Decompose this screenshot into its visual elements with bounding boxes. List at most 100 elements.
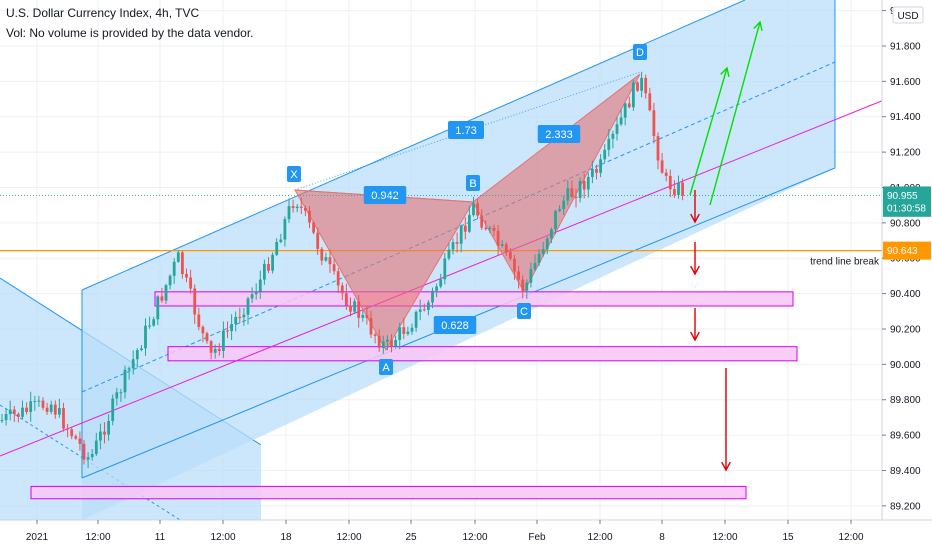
candle-body xyxy=(340,285,344,294)
y-tick-label: 89.400 xyxy=(890,466,921,477)
candle-body xyxy=(217,348,221,352)
support-zone xyxy=(154,291,794,307)
candle-body xyxy=(562,200,566,210)
pattern-point-c-badge xyxy=(517,303,531,319)
candle-body xyxy=(611,133,615,139)
ratio-badge xyxy=(537,125,581,143)
y-tick-label: 89.600 xyxy=(890,431,921,442)
candle-body xyxy=(517,271,520,280)
candle-body xyxy=(189,277,192,289)
arrow-up-2-head xyxy=(753,20,763,31)
pattern-point-b-badge xyxy=(466,175,480,191)
support-zone xyxy=(30,485,747,500)
candle-body xyxy=(668,175,672,190)
y-tick-label: 90.000 xyxy=(890,360,921,371)
ratio-badge xyxy=(433,316,477,334)
candle-body xyxy=(492,227,496,231)
candle-body xyxy=(591,168,594,177)
x-tick-label: 12:00 xyxy=(85,532,110,543)
candle-body xyxy=(242,314,246,318)
candle-body xyxy=(550,229,553,239)
pattern-point-x-label: X xyxy=(290,169,298,181)
candle-body xyxy=(246,298,250,315)
candle-body xyxy=(345,293,348,306)
candle-body xyxy=(66,428,69,430)
candle-body xyxy=(127,368,131,370)
trend-line-break-label: trend line break xyxy=(810,257,880,268)
candle-body xyxy=(513,258,516,272)
candle-body xyxy=(181,252,184,274)
candle-body xyxy=(115,392,119,399)
x-tick-label: 12:00 xyxy=(838,532,863,543)
candle-body xyxy=(45,407,49,412)
price-tag-badge xyxy=(883,198,931,217)
candle-body xyxy=(386,339,389,342)
candle-body xyxy=(558,209,561,211)
candle-body xyxy=(222,330,225,352)
candle-body xyxy=(365,314,369,318)
candle-body xyxy=(287,206,291,220)
candle-body xyxy=(463,225,467,232)
candle-body xyxy=(17,413,20,417)
candle-body xyxy=(398,327,402,340)
candle-body xyxy=(250,294,254,299)
price-tag-label: 01:30:58 xyxy=(887,203,926,214)
candle-body xyxy=(500,244,504,246)
candle-body xyxy=(529,269,533,283)
ratio-label: 0.942 xyxy=(371,190,399,202)
candle-body xyxy=(107,421,110,435)
price-tag-badge xyxy=(883,241,931,260)
candle-body xyxy=(619,117,623,125)
candle-body xyxy=(21,407,24,417)
candle-body xyxy=(123,369,127,393)
candle-body xyxy=(283,219,287,240)
candle-body xyxy=(349,305,352,312)
price-tag-label: 90.643 xyxy=(887,246,918,257)
candle-body xyxy=(459,225,463,244)
x-axis-bg xyxy=(0,520,882,550)
candle-body xyxy=(431,290,434,303)
candle-body xyxy=(357,301,361,318)
candle-body xyxy=(521,279,525,291)
y-tick-label: 91.400 xyxy=(890,112,921,123)
candle-body xyxy=(172,261,176,276)
candle-body xyxy=(176,252,180,262)
candle-body xyxy=(140,348,143,351)
candle-body xyxy=(205,333,209,342)
pattern-point-a-badge xyxy=(379,359,393,375)
candle-body xyxy=(632,82,635,108)
candle-body xyxy=(267,263,270,271)
candle-body xyxy=(271,254,274,271)
candle-body xyxy=(29,401,33,412)
candle-body xyxy=(660,160,664,173)
candle-body xyxy=(111,398,115,422)
x-tick-label: 12:00 xyxy=(210,532,235,543)
candle-body xyxy=(308,210,311,223)
candle-body xyxy=(390,339,393,347)
candle-body xyxy=(78,438,82,444)
price-tag-label: 90.955 xyxy=(887,191,918,202)
candle-body xyxy=(226,330,229,332)
y-tick-label: 89.200 xyxy=(890,501,921,512)
ascending-channel-fill xyxy=(82,0,835,520)
arrow-down-4-head xyxy=(721,461,731,472)
candle-body xyxy=(406,331,410,334)
arrow-up-2-shaft xyxy=(709,21,761,206)
candle-body xyxy=(4,414,8,421)
x-tick-label: 18 xyxy=(280,532,292,543)
candle-body xyxy=(496,230,500,246)
candle-body xyxy=(336,271,340,286)
candle-body xyxy=(554,210,557,230)
candle-body xyxy=(37,400,41,402)
candle-body xyxy=(135,350,139,360)
candle-body xyxy=(541,249,545,254)
candle-body xyxy=(62,408,65,429)
candle-body xyxy=(299,206,303,208)
candle-body xyxy=(509,251,512,259)
candle-body xyxy=(197,314,201,327)
candle-body xyxy=(213,348,217,353)
candle-body xyxy=(586,176,590,190)
pattern-point-b-label: B xyxy=(469,178,476,190)
candle-body xyxy=(156,296,160,320)
